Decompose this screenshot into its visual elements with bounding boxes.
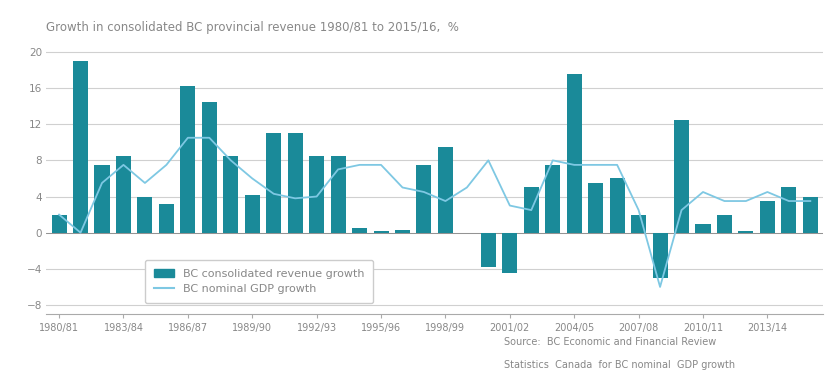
- Bar: [202, 101, 217, 233]
- Bar: [502, 233, 517, 273]
- Bar: [524, 188, 538, 233]
- Bar: [94, 165, 109, 233]
- Text: Growth in consolidated BC provincial revenue 1980/81 to 2015/16,  %: Growth in consolidated BC provincial rev…: [46, 21, 459, 34]
- Bar: [287, 133, 302, 233]
- Bar: [159, 204, 174, 233]
- Bar: [781, 188, 796, 233]
- Bar: [352, 228, 367, 233]
- Bar: [309, 156, 324, 233]
- Bar: [395, 230, 410, 233]
- Bar: [223, 156, 239, 233]
- Bar: [73, 61, 88, 233]
- Bar: [610, 178, 625, 233]
- Bar: [588, 183, 603, 233]
- Legend: BC consolidated revenue growth, BC nominal GDP growth: BC consolidated revenue growth, BC nomin…: [145, 260, 373, 303]
- Bar: [545, 165, 560, 233]
- Bar: [438, 147, 453, 233]
- Bar: [631, 214, 646, 233]
- Bar: [266, 133, 281, 233]
- Bar: [653, 233, 668, 278]
- Bar: [696, 224, 711, 233]
- Bar: [331, 156, 345, 233]
- Bar: [138, 196, 152, 233]
- Bar: [717, 214, 732, 233]
- Bar: [803, 196, 818, 233]
- Bar: [567, 74, 582, 233]
- Bar: [181, 86, 196, 233]
- Bar: [738, 231, 753, 233]
- Text: Source:  BC Economic and Financial Review: Source: BC Economic and Financial Review: [504, 337, 717, 347]
- Text: Statistics  Canada  for BC nominal  GDP growth: Statistics Canada for BC nominal GDP gro…: [504, 360, 735, 370]
- Bar: [244, 195, 260, 233]
- Bar: [674, 119, 689, 233]
- Bar: [374, 231, 389, 233]
- Bar: [51, 214, 66, 233]
- Bar: [417, 165, 432, 233]
- Bar: [116, 156, 131, 233]
- Bar: [760, 201, 775, 233]
- Bar: [480, 233, 496, 267]
